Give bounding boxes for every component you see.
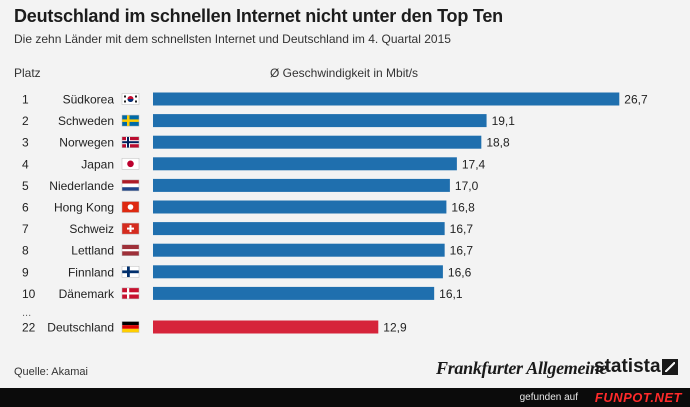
flag-kr-icon (121, 93, 140, 105)
bar-0 (153, 92, 620, 106)
data-label: 16,7 (450, 244, 474, 258)
rank-label: 3 (22, 136, 29, 150)
chart-title: Deutschland im schnellen Internet nicht … (14, 6, 503, 26)
country-label: Schweiz (69, 222, 114, 236)
watermark-text: gefunden auf (519, 392, 578, 403)
country-label: Südkorea (63, 93, 115, 107)
rank-label: 4 (22, 157, 29, 171)
rank-column-header: Platz (14, 66, 41, 80)
separator-dots: ... (22, 307, 31, 319)
rank-label: 6 (22, 201, 29, 215)
bar-8 (153, 265, 443, 279)
country-label: Dänemark (59, 287, 115, 301)
rank-label: 22 (22, 321, 36, 335)
rank-label: 1 (22, 93, 29, 107)
data-label: 16,8 (451, 201, 475, 215)
bar-4 (153, 178, 450, 192)
country-label: Hong Kong (54, 201, 114, 215)
statista-logo: statista (594, 356, 661, 377)
data-label: 17,0 (455, 179, 479, 193)
flag-nl-icon (121, 179, 140, 192)
rank-label: 5 (22, 179, 29, 193)
bar-3 (153, 157, 457, 171)
rank-label: 2 (22, 114, 29, 128)
country-label: Niederlande (49, 179, 114, 193)
rank-label: 7 (22, 222, 29, 236)
rank-label: 8 (22, 244, 29, 258)
source-note: Quelle: Akamai (14, 366, 88, 378)
statista-logo-icon (662, 359, 678, 375)
flag-dk-icon (121, 287, 140, 300)
country-label: Lettland (71, 244, 114, 258)
bar-5 (153, 200, 447, 214)
watermark-bar: gefunden auf FUNPOT.NET (0, 388, 690, 407)
country-label: Schweden (58, 114, 114, 128)
bar-7 (153, 243, 445, 257)
country-label: Finnland (68, 265, 114, 279)
flag-fi-icon (121, 266, 140, 278)
faz-logo: Frankfurter Allgemeine (436, 358, 608, 378)
data-label: 19,1 (492, 114, 516, 128)
data-label: 18,8 (486, 136, 510, 150)
country-label: Japan (81, 157, 114, 171)
bar-highlight (153, 320, 379, 334)
data-label: 16,1 (439, 287, 463, 301)
chart-subtitle: Die zehn Länder mit dem schnellsten Inte… (14, 32, 451, 46)
data-label: 12,9 (383, 321, 407, 335)
value-axis-label: Ø Geschwindigkeit in Mbit/s (270, 66, 419, 80)
flag-de-icon (121, 321, 140, 333)
bar-9 (153, 286, 435, 300)
flag-ch-icon (121, 222, 140, 235)
country-label: Norwegen (59, 136, 114, 150)
data-label: 26,7 (624, 93, 648, 107)
bar-6 (153, 222, 445, 236)
bar-chart: 1 Südkorea 26,7 2 Schweden 19,1 3 Norwegen 18,8 4… (22, 92, 648, 335)
data-label: 17,4 (462, 157, 486, 171)
rank-label: 9 (22, 265, 29, 279)
watermark-logo: FUNPOT.NET (594, 390, 682, 405)
country-label: Deutschland (47, 321, 114, 335)
flag-jp-icon (121, 158, 140, 170)
flag-lv-icon (121, 244, 140, 256)
flag-hk-icon (121, 201, 140, 213)
rank-label: 10 (22, 287, 36, 301)
flag-se-icon (121, 114, 140, 127)
data-label: 16,7 (450, 222, 474, 236)
bar-2 (153, 135, 482, 149)
data-label: 16,6 (448, 265, 472, 279)
bar-1 (153, 114, 487, 128)
flag-no-icon (121, 136, 140, 148)
